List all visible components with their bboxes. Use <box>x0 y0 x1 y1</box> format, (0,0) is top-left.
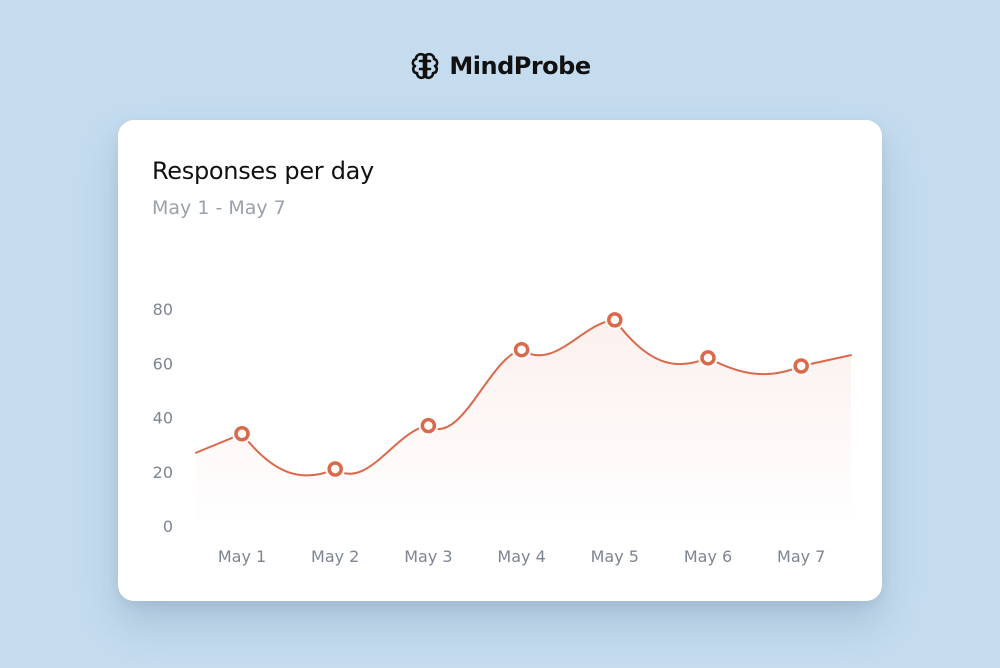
data-point[interactable] <box>607 312 623 328</box>
x-tick-label: May 5 <box>591 547 639 566</box>
y-tick-label: 20 <box>153 463 173 482</box>
y-tick-label: 60 <box>153 354 173 373</box>
chart-subtitle: May 1 - May 7 <box>152 197 286 219</box>
data-point[interactable] <box>793 358 809 374</box>
y-tick-label: 80 <box>153 300 173 319</box>
chart-title: Responses per day <box>152 157 374 185</box>
series-area <box>196 319 851 526</box>
brand-name: MindProbe <box>449 52 591 80</box>
data-point[interactable] <box>327 461 343 477</box>
x-tick-label: May 1 <box>218 547 266 566</box>
x-tick-label: May 3 <box>404 547 452 566</box>
data-point[interactable] <box>420 417 437 434</box>
chart-card: Responses per day May 1 - May 7 0 20 40 60 8… <box>118 120 882 601</box>
y-tick-label: 0 <box>163 517 173 536</box>
x-tick-label: May 7 <box>777 547 825 566</box>
brain-icon <box>411 52 439 80</box>
line-chart: 0 20 40 60 80 May 1 May 2 May 3 May 4 May 5 May 6… <box>153 300 852 566</box>
x-tick-label: May 6 <box>684 547 732 566</box>
y-tick-label: 40 <box>153 409 173 428</box>
x-tick-label: May 4 <box>497 547 545 566</box>
x-tick-label: May 2 <box>311 547 359 566</box>
data-point[interactable] <box>513 341 530 358</box>
brand-header: MindProbe <box>0 48 1000 84</box>
data-point[interactable] <box>234 426 250 442</box>
data-point[interactable] <box>700 350 716 366</box>
